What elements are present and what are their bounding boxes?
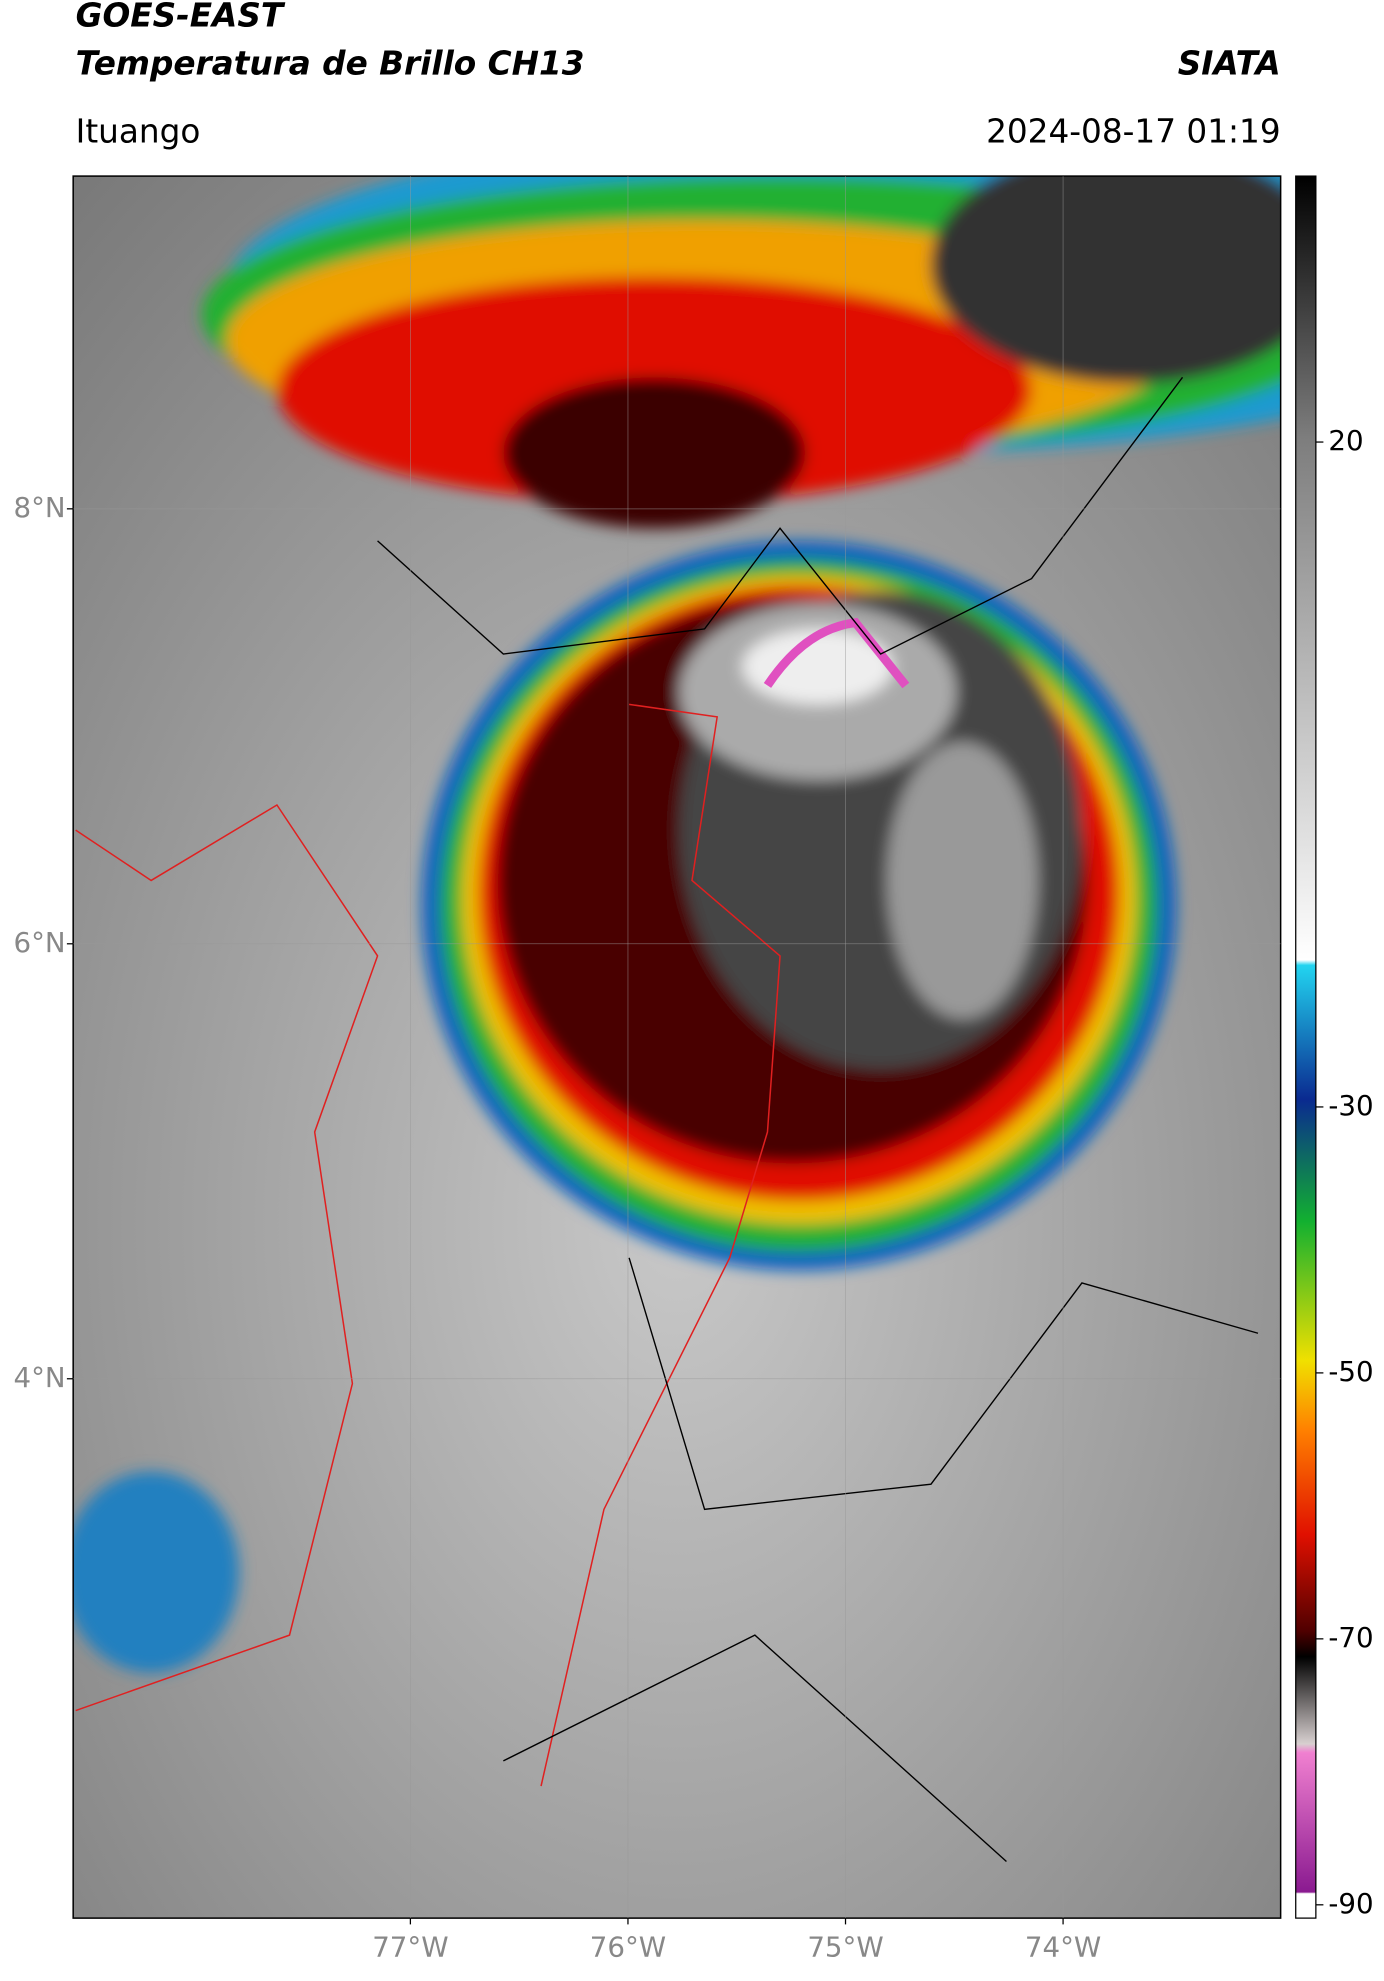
source: SIATA [1178,44,1281,82]
y-tick-label: 8°N [14,491,66,524]
satellite-image [73,176,1281,1919]
datetime: 2024-08-17 01:19 [986,112,1281,150]
x-tick-label: 75°W [807,1930,883,1963]
colorbar-tick-label: 20 [1328,424,1363,457]
x-tick-label: 76°W [590,1930,666,1963]
colorbar-tick-label: -90 [1328,1887,1373,1920]
map-frame [72,175,1282,1919]
colorbar-tick-label: -30 [1328,1089,1373,1122]
colorbar [1295,175,1317,1919]
colorbar-tick-label: -50 [1328,1355,1373,1388]
subtitle: Temperatura de Brillo CH13 [76,44,585,82]
location: Ituango [76,112,201,150]
y-tick-label: 4°N [14,1361,66,1394]
title: GOES-EAST [76,0,286,35]
colorbar-tick-label: -70 [1328,1621,1373,1654]
x-tick-label: 74°W [1025,1930,1101,1963]
y-tick-label: 6°N [14,926,66,959]
x-tick-label: 77°W [372,1930,448,1963]
